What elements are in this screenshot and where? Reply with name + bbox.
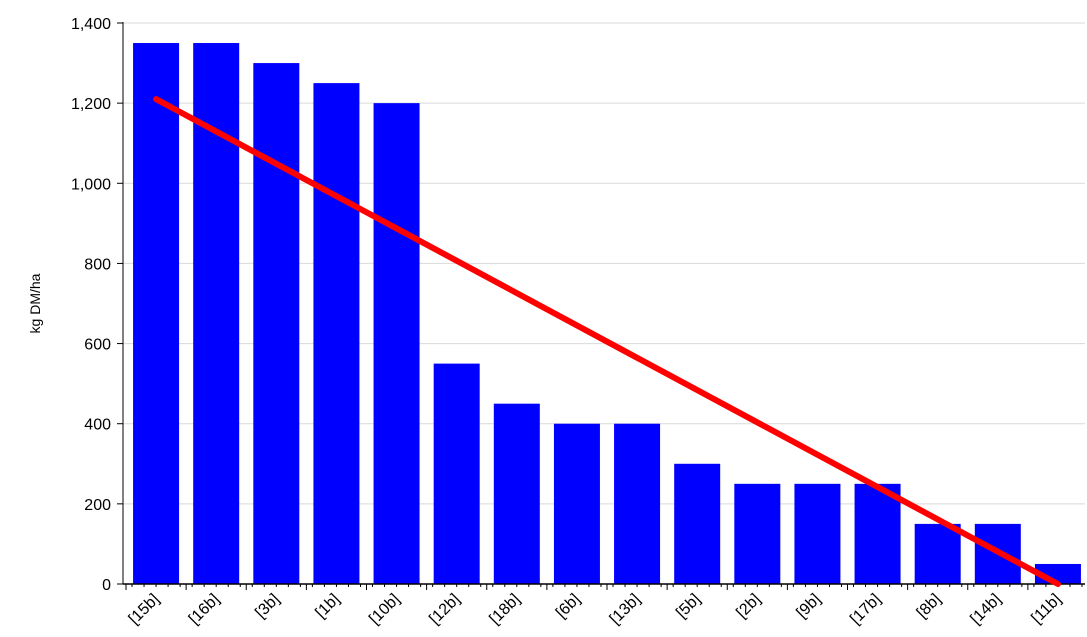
x-tick-label: [12b] <box>426 591 463 628</box>
x-tick-label: [15b] <box>126 591 163 628</box>
x-tick-labels: [15b] [16b] [3b] [1b] [10b] [12b] [18b] [6b] [13… <box>126 591 1065 628</box>
x-tick-label: [13b] <box>607 591 644 628</box>
trendline-line <box>153 96 1061 587</box>
x-tick-label: [9b] <box>793 591 824 622</box>
x-tick-label: [5b] <box>673 591 704 622</box>
bar-6b <box>553 423 600 584</box>
bar-17b <box>854 483 901 584</box>
x-tick-label: [8b] <box>914 591 945 622</box>
y-tick-label: 600 <box>84 337 111 354</box>
x-tick-label: [10b] <box>366 591 403 628</box>
x-tick-label: [16b] <box>186 591 223 628</box>
bar-10b <box>373 103 420 585</box>
y-tick-label: 1,400 <box>71 16 111 33</box>
y-tick-label: 400 <box>84 417 111 434</box>
x-tick-label: [6b] <box>553 591 584 622</box>
bar-13b <box>614 423 661 584</box>
y-tick-label: 1,200 <box>71 96 111 113</box>
x-tick-label: [3b] <box>252 591 283 622</box>
y-tick-label: 1,000 <box>71 176 111 193</box>
x-tick-label: [17b] <box>847 591 884 628</box>
bar-1b <box>313 83 360 584</box>
bar-2b <box>734 483 781 584</box>
bar-18b <box>493 403 540 584</box>
bar-9b <box>794 483 841 584</box>
x-tick-label: [2b] <box>733 591 764 622</box>
x-tick-label: [1b] <box>312 591 343 622</box>
y-tick-label: 800 <box>84 256 111 273</box>
trendline <box>153 96 1061 587</box>
bar-8b <box>914 523 961 584</box>
y-tick-label: 200 <box>84 497 111 514</box>
y-tick-labels: 0 200 400 600 800 1,000 1,200 1,400 <box>71 16 111 594</box>
bars <box>133 43 1081 585</box>
x-tick-label: [11b] <box>1028 591 1064 627</box>
y-tick-label: 0 <box>102 577 111 594</box>
bar-5b <box>674 463 721 584</box>
bar-15b <box>133 43 180 585</box>
axes <box>117 22 1085 590</box>
x-tick-label: [18b] <box>486 591 523 628</box>
bar-12b <box>433 363 480 584</box>
x-tick-label: [14b] <box>967 591 1004 628</box>
bar-3b <box>253 63 300 585</box>
y-axis-label: kg DM/ha <box>27 273 43 333</box>
